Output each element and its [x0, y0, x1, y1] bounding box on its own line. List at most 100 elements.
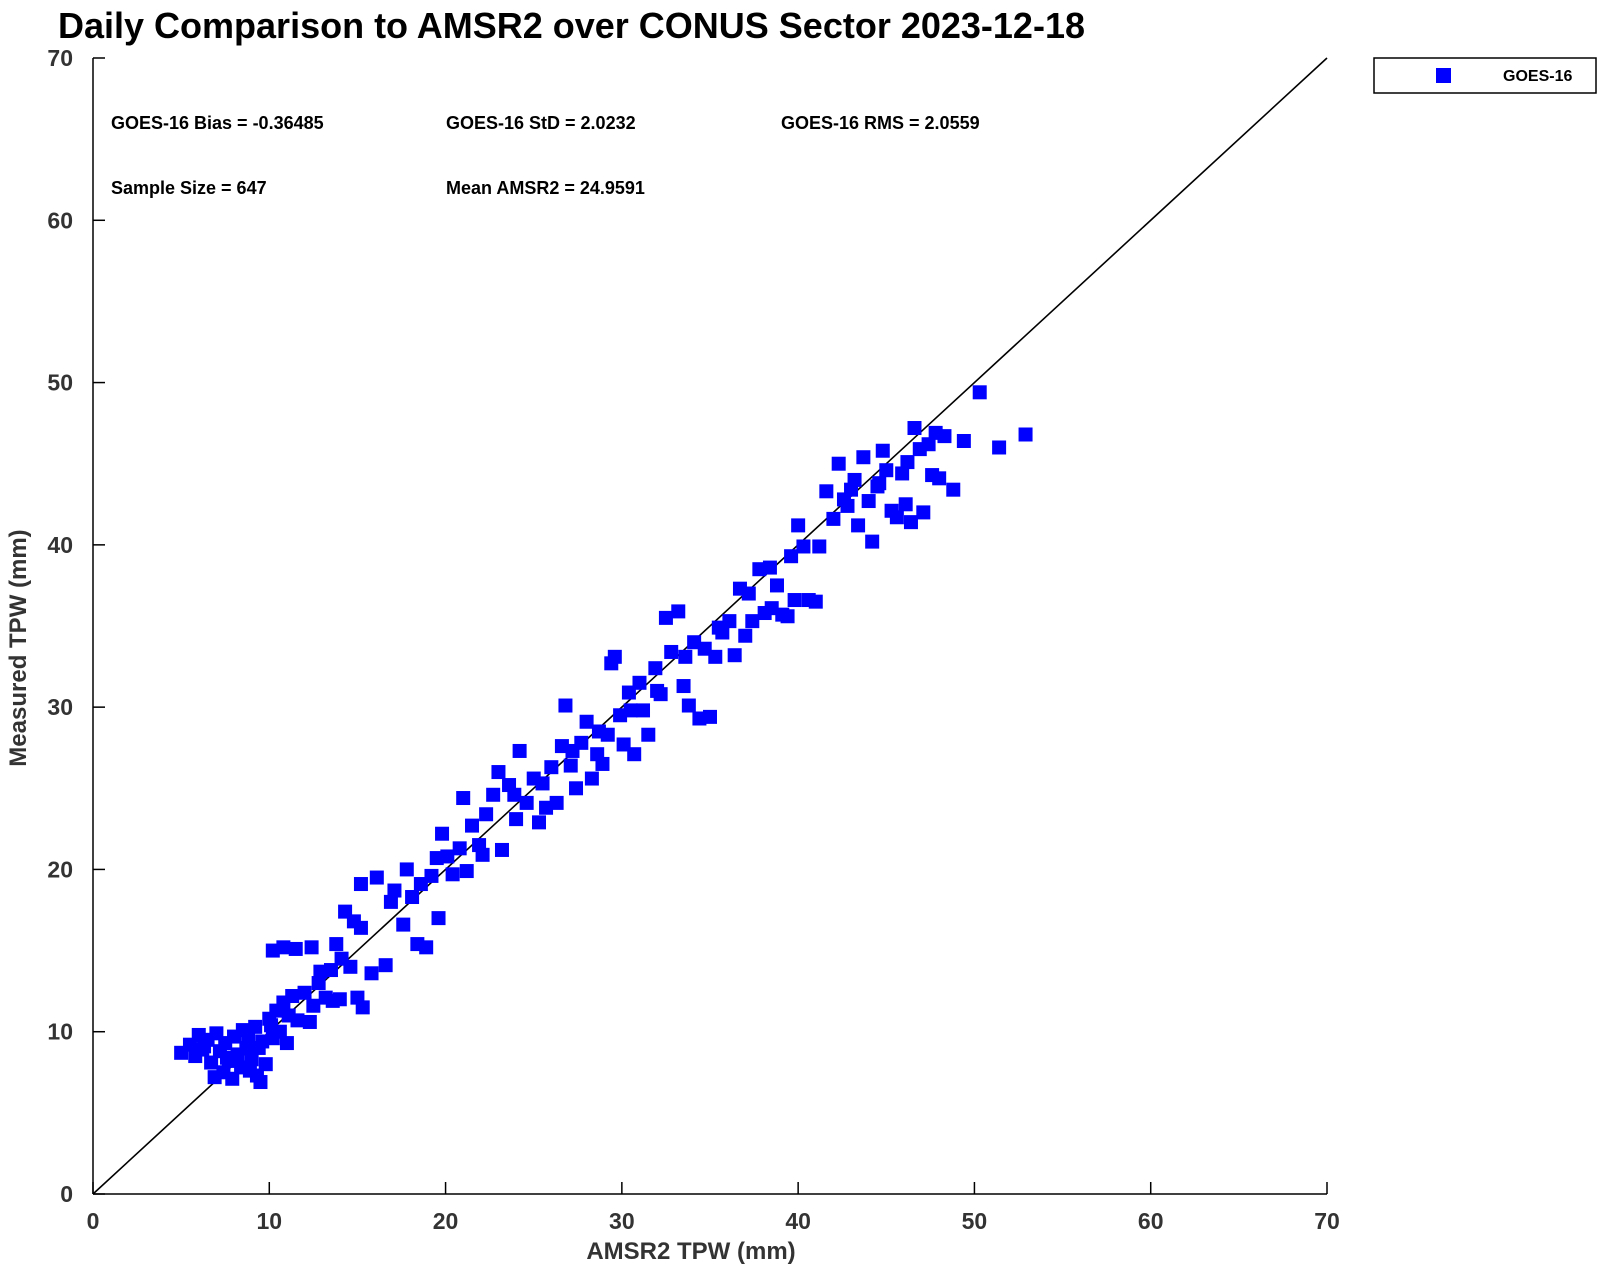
data-points [174, 385, 1033, 1090]
data-point [486, 787, 501, 802]
data-point [632, 675, 647, 690]
data-point [544, 760, 559, 775]
data-point [671, 604, 686, 619]
data-point [780, 609, 795, 624]
data-point [847, 472, 862, 487]
data-point [413, 877, 428, 892]
sample-size-stat: Sample Size = 647 [111, 178, 267, 198]
data-point [658, 610, 673, 625]
data-point [519, 795, 534, 810]
data-point [355, 1000, 370, 1015]
data-point [861, 494, 876, 509]
data-point [791, 518, 806, 533]
data-point [569, 781, 584, 796]
y-axis-label: Measured TPW (mm) [5, 529, 32, 766]
data-point [762, 560, 777, 575]
data-point [764, 601, 779, 616]
legend-box [1373, 57, 1597, 94]
data-point [244, 1052, 259, 1067]
data-point [898, 497, 913, 512]
data-point [907, 421, 922, 436]
x-tick-label: 10 [256, 1208, 282, 1234]
data-point [431, 911, 446, 926]
data-point [738, 628, 753, 643]
data-point [264, 1018, 279, 1033]
data-point [903, 515, 918, 530]
data-point [276, 940, 291, 955]
data-point [334, 951, 349, 966]
data-point [703, 709, 717, 724]
data-point [992, 440, 1007, 455]
data-point [697, 641, 712, 656]
data-point [405, 890, 420, 905]
data-point [648, 661, 663, 676]
data-point [251, 1040, 266, 1055]
chart-title: Daily Comparison to AMSR2 over CONUS Sec… [58, 5, 1085, 46]
data-point [459, 864, 474, 879]
rms-stat: GOES-16 RMS = 2.0559 [781, 113, 980, 133]
data-point [479, 807, 494, 822]
data-point [424, 868, 439, 883]
bias-stat: GOES-16 Bias = -0.36485 [111, 113, 324, 133]
x-tick-label: 40 [785, 1208, 811, 1234]
data-point [302, 1014, 317, 1029]
data-point [491, 765, 506, 780]
data-point [650, 683, 665, 698]
data-point [329, 937, 344, 952]
data-point [253, 1075, 268, 1090]
data-point [928, 425, 943, 440]
y-tick-label: 0 [60, 1181, 73, 1207]
data-point [769, 578, 784, 593]
data-point [465, 818, 480, 833]
data-point [875, 443, 890, 458]
data-point [972, 385, 987, 400]
data-point [383, 894, 398, 909]
data-point [692, 711, 707, 726]
data-point [678, 649, 693, 664]
data-point [563, 758, 578, 773]
x-tick-label: 0 [87, 1208, 100, 1234]
data-point [819, 484, 834, 499]
data-point [399, 862, 414, 877]
data-point [946, 482, 961, 497]
data-point [932, 471, 947, 486]
x-tick-label: 30 [609, 1208, 635, 1234]
data-point [258, 1057, 273, 1072]
data-point [325, 993, 340, 1008]
data-point [752, 562, 767, 577]
data-point [741, 586, 756, 601]
data-point [452, 841, 467, 856]
data-point [378, 958, 393, 973]
x-axis-label: AMSR2 TPW (mm) [586, 1238, 795, 1265]
one-to-one-reference-line [92, 57, 1328, 1195]
data-point [681, 698, 696, 713]
data-point [306, 998, 321, 1013]
data-point [889, 510, 904, 525]
data-point [856, 450, 871, 465]
data-point [435, 826, 450, 841]
data-point [475, 847, 490, 862]
data-point [279, 1036, 294, 1051]
data-point [921, 437, 936, 452]
data-point [851, 518, 866, 533]
x-tick-label: 70 [1314, 1208, 1340, 1234]
data-point [595, 756, 610, 771]
data-point [509, 812, 524, 827]
data-point [369, 870, 384, 885]
data-point [353, 877, 368, 892]
y-tick-label: 60 [47, 207, 73, 233]
legend-label: GOES-16 [1503, 68, 1572, 85]
data-point [512, 743, 527, 758]
data-point [708, 649, 723, 664]
data-point [895, 466, 910, 481]
data-point [621, 685, 636, 700]
data-point [311, 976, 326, 991]
data-point [916, 505, 931, 520]
data-point [808, 594, 823, 609]
data-point [323, 963, 338, 978]
y-tick-label: 30 [47, 694, 73, 720]
data-point [956, 433, 971, 448]
data-point [676, 679, 691, 694]
data-point [840, 498, 855, 513]
